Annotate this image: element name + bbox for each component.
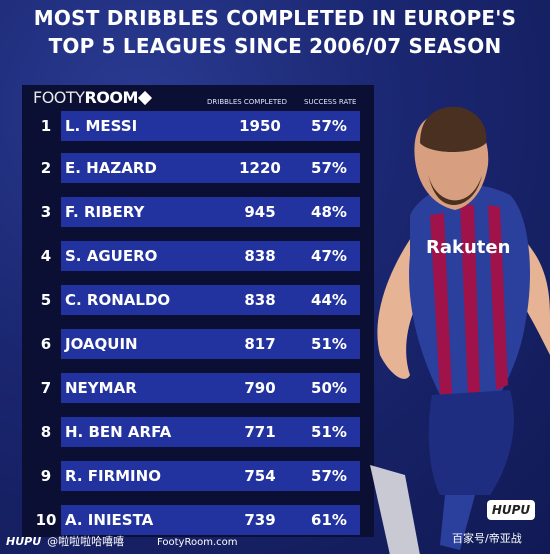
row-rank: 10: [35, 511, 57, 529]
row-player-name: F. RIBERY: [65, 203, 145, 221]
row-player-name: R. FIRMINO: [65, 467, 161, 485]
row-success-rate: 61%: [311, 511, 347, 529]
row-rank: 9: [40, 467, 52, 485]
row-success-rate: 48%: [311, 203, 347, 221]
ranking-row: 2 E. HAZARD 1220 57%: [35, 153, 360, 183]
ranking-row: 5 C. RONALDO 838 44%: [35, 285, 360, 315]
row-player-name: L. MESSI: [65, 117, 138, 135]
row-bar: [61, 285, 360, 315]
row-bar: [61, 373, 360, 403]
ranking-row: 8 H. BEN ARFA 771 51%: [35, 417, 360, 447]
row-success-rate: 57%: [311, 159, 347, 177]
row-success-rate: 57%: [311, 467, 347, 485]
player-photo: Rakuten: [370, 106, 550, 554]
row-rank: 3: [40, 203, 52, 221]
row-dribbles: 838: [244, 247, 276, 265]
row-success-rate: 57%: [311, 117, 347, 135]
row-player-name: JOAQUIN: [65, 335, 138, 353]
headline-line-2: TOP 5 LEAGUES SINCE 2006/07 SEASON: [48, 34, 502, 58]
row-success-rate: 50%: [311, 379, 347, 397]
row-player-name: NEYMAR: [65, 379, 137, 397]
row-dribbles: 817: [244, 335, 276, 353]
brand-badge-icon: [137, 90, 152, 106]
row-dribbles: 790: [244, 379, 276, 397]
brand-part-1: FOOTY: [33, 88, 85, 107]
row-success-rate: 44%: [311, 291, 347, 309]
row-dribbles: 945: [244, 203, 276, 221]
row-success-rate: 47%: [311, 247, 347, 265]
row-player-name: S. AGUERO: [65, 247, 158, 265]
row-rank: 8: [40, 423, 52, 441]
hupu-handle: @啦啦啦哈嘻嘻: [47, 535, 125, 548]
header-success-rate: SUCCESS RATE: [304, 98, 357, 106]
row-bar: [61, 197, 360, 227]
row-rank: 1: [40, 117, 52, 135]
baijiahao-watermark: 百家号/帝亚战: [452, 532, 522, 545]
headline-line-1: MOST DRIBBLES COMPLETED IN EUROPE'S: [33, 6, 517, 30]
hupu-credit: HUPU @啦啦啦哈嘻嘻: [6, 533, 124, 549]
row-player-name: A. INIESTA: [65, 511, 154, 529]
source-footer: FootyRoom.com: [157, 537, 238, 548]
jersey-sponsor-text: Rakuten: [426, 237, 510, 258]
ranking-row: 7 NEYMAR 790 50%: [35, 373, 360, 403]
header-dribbles: DRIBBLES COMPLETED: [207, 98, 287, 106]
row-rank: 6: [40, 335, 52, 353]
row-rank: 5: [40, 291, 52, 309]
row-bar: [61, 505, 360, 535]
row-player-name: E. HAZARD: [65, 159, 157, 177]
ranking-row: 4 S. AGUERO 838 47%: [35, 241, 360, 271]
row-bar: [61, 417, 360, 447]
row-rank: 4: [40, 247, 52, 265]
row-bar: [61, 329, 360, 359]
ranking-row: 9 R. FIRMINO 754 57%: [35, 461, 360, 491]
row-bar: [61, 153, 360, 183]
hupu-stamp: HUPU: [487, 500, 535, 520]
row-dribbles: 1950: [239, 117, 281, 135]
ranking-row: 6 JOAQUIN 817 51%: [35, 329, 360, 359]
row-success-rate: 51%: [311, 335, 347, 353]
hupu-label: HUPU: [6, 535, 42, 548]
row-dribbles: 838: [244, 291, 276, 309]
row-dribbles: 1220: [239, 159, 281, 177]
brand-part-2: ROOM: [84, 88, 138, 107]
row-dribbles: 754: [244, 467, 276, 485]
row-player-name: C. RONALDO: [65, 291, 171, 309]
row-player-name: H. BEN ARFA: [65, 423, 172, 441]
row-rank: 2: [40, 159, 52, 177]
row-success-rate: 51%: [311, 423, 347, 441]
headline: MOST DRIBBLES COMPLETED IN EUROPE'S TOP …: [0, 4, 550, 60]
footyroom-logo: FOOTYROOM: [33, 88, 152, 107]
row-rank: 7: [40, 379, 52, 397]
ranking-row: 3 F. RIBERY 945 48%: [35, 197, 360, 227]
ranking-row: 10 A. INIESTA 739 61%: [35, 505, 360, 535]
row-dribbles: 739: [244, 511, 276, 529]
row-bar: [61, 241, 360, 271]
row-bar: [61, 111, 360, 141]
ranking-row: 1 L. MESSI 1950 57%: [35, 111, 360, 141]
row-bar: [61, 461, 360, 491]
row-dribbles: 771: [244, 423, 276, 441]
